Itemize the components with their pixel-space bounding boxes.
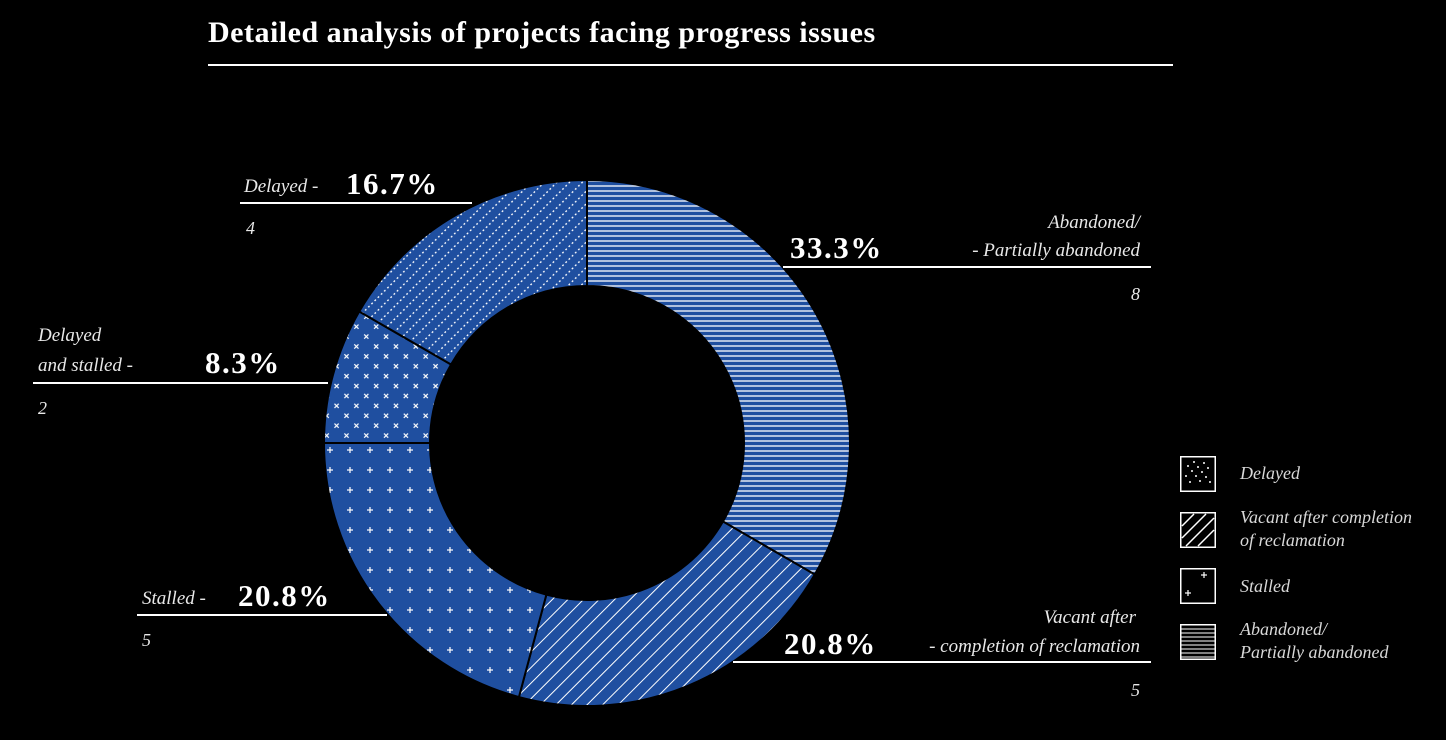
slice-delayed (357, 178, 588, 366)
abandoned-percent: 33.3% (790, 230, 883, 265)
delayed-stalled-count: 2 (38, 398, 47, 418)
chart-title: Detailed analysis of projects facing pro… (208, 16, 876, 49)
slice-vacant (517, 520, 817, 707)
delayed-leader-line (240, 202, 472, 204)
vacant-label-line2: - completion of reclamation (929, 636, 1140, 657)
vacant-pattern-icon (1180, 512, 1216, 548)
delayed-pattern-icon (1180, 456, 1216, 492)
legend-label-abandoned-line2: Partially abandoned (1240, 642, 1389, 662)
abandoned-label-line2: - Partially abandoned (972, 240, 1140, 261)
legend-label-stalled: Stalled (1240, 576, 1290, 596)
slice-abandoned (586, 178, 851, 576)
delayed-stalled-percent: 8.3% (205, 345, 281, 380)
abandoned-label-line1: Abandoned/ (1048, 212, 1140, 233)
abandoned-pattern-icon (1180, 624, 1216, 660)
delayed-label: Delayed - (244, 176, 319, 197)
stalled-label: Stalled - (142, 588, 206, 609)
abandoned-leader-line (783, 266, 1151, 268)
stalled-pattern-icon (1180, 568, 1216, 604)
delayed-stalled-label-line2: and stalled - (38, 355, 133, 376)
abandoned-count: 8 (1131, 284, 1140, 304)
vacant-leader-line (733, 661, 1151, 663)
vacant-count: 5 (1131, 680, 1140, 700)
stalled-count: 5 (142, 630, 151, 650)
delayed-percent: 16.7% (346, 166, 439, 201)
delayed-count: 4 (246, 218, 255, 238)
delayed-stalled-label-line1: Delayed (38, 325, 102, 346)
stalled-leader-line (137, 614, 387, 616)
vacant-percent: 20.8% (784, 626, 877, 661)
title-underline (208, 64, 1173, 66)
legend-label-delayed: Delayed (1240, 463, 1300, 483)
legend-label-vacant-line2: of reclamation (1240, 530, 1345, 550)
delayed-stalled-leader-line (33, 382, 328, 384)
stalled-percent: 20.8% (238, 578, 331, 613)
slice-stalled (322, 442, 548, 699)
legend-label-vacant-line1: Vacant after completion (1240, 507, 1412, 527)
vacant-label-line1: Vacant after (1043, 607, 1136, 628)
legend-label-abandoned-line1: Abandoned/ (1240, 619, 1327, 639)
